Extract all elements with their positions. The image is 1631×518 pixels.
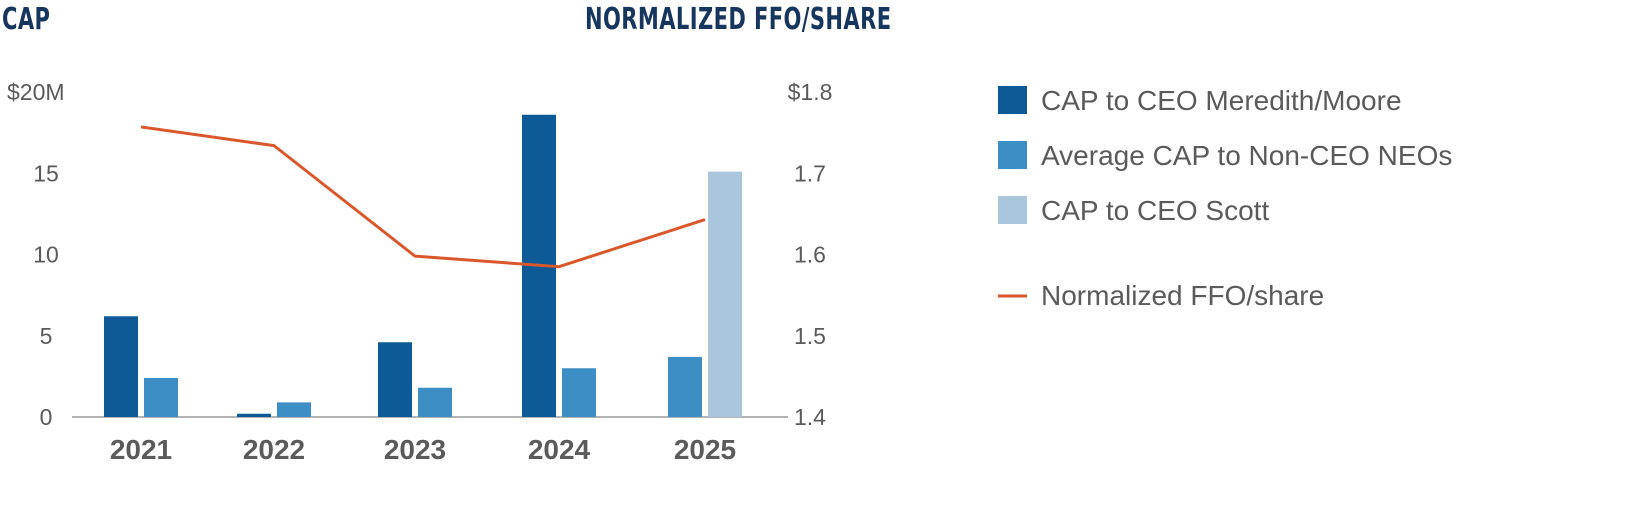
bar-cap-to-ceo-scott-2025	[708, 171, 742, 417]
legend-label: CAP to CEO Scott	[1041, 195, 1269, 226]
legend-swatch	[998, 196, 1027, 224]
x-tick-label: 2022	[243, 434, 305, 465]
bar-cap-to-ceo-meredith-moore-2022	[237, 413, 271, 417]
x-tick-label: 2021	[110, 434, 172, 465]
y-right-tick-label: 1.4	[794, 404, 826, 430]
y-right-tick-label: 1.5	[794, 323, 826, 349]
y-left-tick-label: 15	[33, 160, 59, 186]
bar-cap-to-ceo-meredith-moore-2021	[104, 316, 138, 417]
cap-axis-title: CAP	[2, 2, 51, 37]
bar-average-cap-to-non-ceo-neos-2021	[144, 378, 178, 417]
line-normalized-ffo-share	[140, 125, 706, 269]
bar-cap-to-ceo-meredith-moore-2023	[378, 342, 412, 417]
y-left-tick-label: $20M	[7, 79, 65, 105]
y-left-tick-label: 0	[40, 404, 53, 430]
y-left-tick-label: 10	[33, 242, 59, 268]
legend-label: Normalized FFO/share	[1041, 280, 1324, 311]
y-right-tick-label: 1.6	[794, 242, 826, 268]
x-tick-label: 2023	[384, 434, 446, 465]
y-right-tick-label: $1.8	[788, 79, 833, 105]
legend-label: CAP to CEO Meredith/Moore	[1041, 85, 1402, 116]
bar-average-cap-to-non-ceo-neos-2025	[668, 356, 702, 417]
x-tick-label: 2025	[674, 434, 736, 465]
bar-average-cap-to-non-ceo-neos-2024	[562, 368, 596, 417]
ffo-axis-title: NORMALIZED FFO/SHARE	[585, 2, 892, 37]
legend-swatch	[998, 141, 1027, 169]
y-right-tick-label: 1.7	[794, 160, 826, 186]
legend-swatch	[998, 86, 1027, 114]
bar-average-cap-to-non-ceo-neos-2023	[418, 387, 452, 417]
bar-average-cap-to-non-ceo-neos-2022	[277, 402, 311, 417]
x-tick-label: 2024	[528, 434, 591, 465]
y-left-tick-label: 5	[40, 323, 53, 349]
legend-label: Average CAP to Non-CEO NEOs	[1041, 140, 1452, 171]
